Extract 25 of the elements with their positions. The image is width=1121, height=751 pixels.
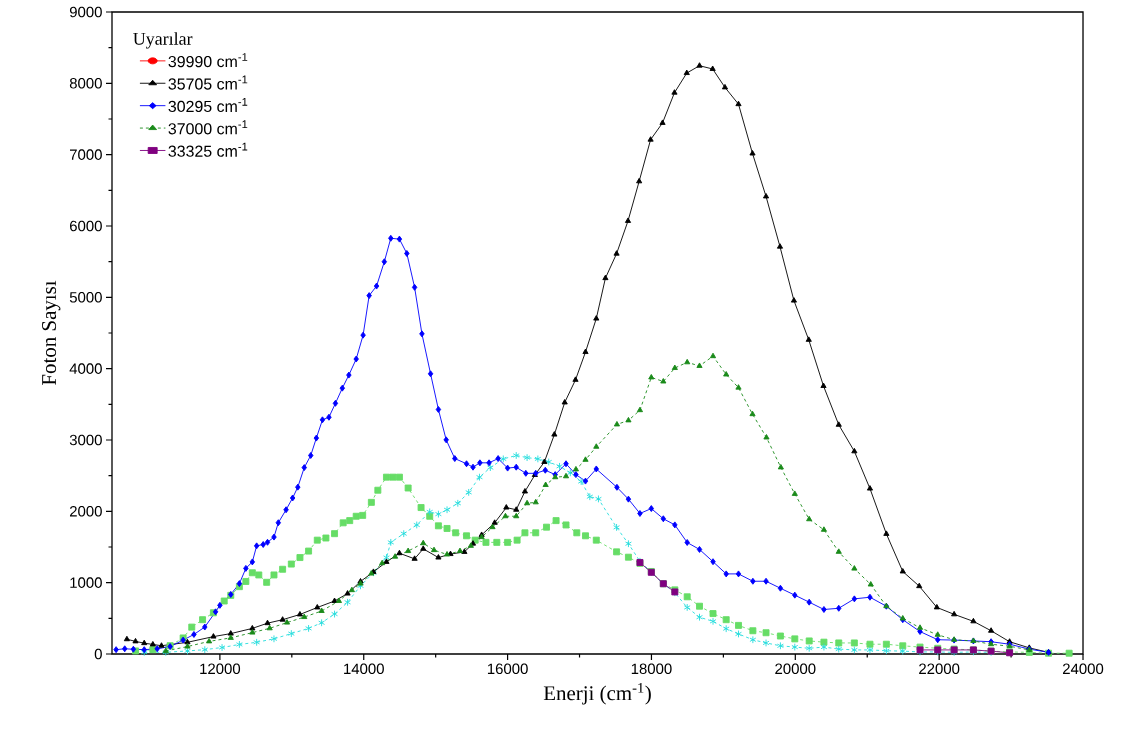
- y-tick-label: 9000: [69, 6, 102, 18]
- x-tick-label: 22000: [919, 663, 960, 675]
- legend-label: 35705 cm$^{-1}$: [168, 75, 248, 90]
- y-tick-label: 7000: [70, 149, 102, 160]
- legend-label: 37000 cm$^{-1}$: [168, 120, 248, 135]
- y-tick-label: 1000: [70, 577, 102, 588]
- legend-title: Uyarılar: [133, 32, 193, 49]
- y-tick-label: 4000: [69, 363, 102, 374]
- y-tick-label: 8000: [69, 78, 102, 89]
- x-tick-label: 16000: [487, 663, 528, 675]
- x-tick-label: 18000: [631, 663, 672, 675]
- x-tick-label: 14000: [344, 663, 384, 675]
- y-tick-label: 6000: [70, 220, 102, 232]
- x-axis-title: Enerji (cm$^{-1}$): [543, 682, 651, 705]
- y-tick-label: 2000: [69, 506, 102, 517]
- legend-label: 33325 cm$^{-1}$: [168, 142, 248, 157]
- x-tick-label: 12000: [200, 663, 241, 675]
- legend-label: 39990 cm$^{-1}$: [168, 53, 248, 68]
- y-tick-label: 0: [94, 648, 102, 660]
- x-tick-label: 20000: [775, 663, 816, 675]
- y-axis-title: Foton Sayısı: [42, 280, 61, 385]
- y-tick-label: 3000: [69, 434, 102, 446]
- legend-label: 30295 cm$^{-1}$: [168, 97, 248, 113]
- x-tick-label: 24000: [1062, 663, 1104, 675]
- y-tick-label: 5000: [69, 292, 102, 303]
